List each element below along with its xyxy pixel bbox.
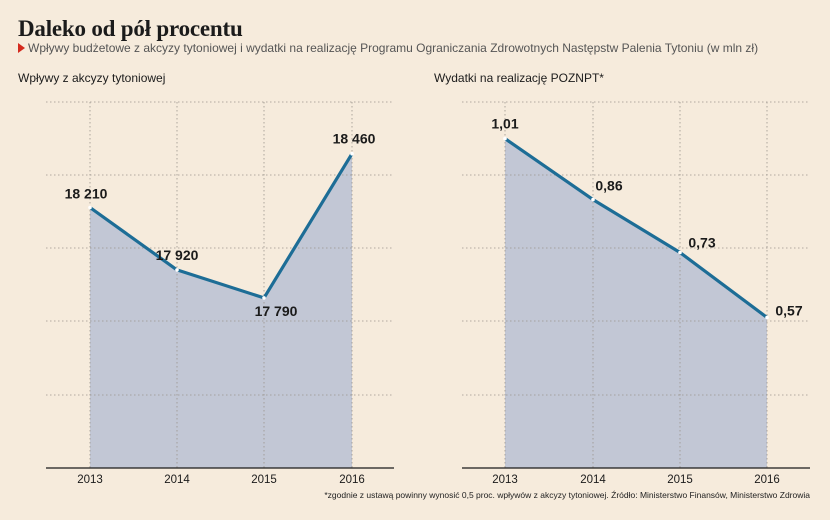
chart-title: Daleko od pół procentu bbox=[18, 16, 243, 41]
left-series-line bbox=[89, 152, 354, 300]
right-data-label: 0,57 bbox=[775, 303, 802, 319]
left-data-label: 17 790 bbox=[255, 303, 298, 319]
right-x-tick-label: 2014 bbox=[580, 474, 606, 486]
left-data-point bbox=[350, 151, 354, 156]
right-data-point bbox=[503, 136, 507, 141]
right-data-point bbox=[591, 197, 595, 202]
triangle-bullet-icon bbox=[18, 43, 25, 53]
left-data-point bbox=[175, 268, 179, 272]
right-data-point bbox=[765, 315, 769, 320]
footnote: *zgodnie z ustawą powinny wynosić 0,5 pr… bbox=[324, 490, 810, 500]
right-data-point bbox=[678, 250, 682, 255]
right-x-tick-label: 2013 bbox=[492, 474, 518, 486]
left-data-point bbox=[262, 296, 266, 300]
left-x-tick-label: 2016 bbox=[339, 474, 365, 486]
right-series-line bbox=[504, 137, 768, 319]
left-x-tick-label: 2014 bbox=[164, 474, 190, 486]
left-x-tick-label: 2015 bbox=[251, 474, 277, 486]
subtitle-text: Wpływy budżetowe z akcyzy tytoniowej i w… bbox=[28, 41, 759, 55]
left-chart: 18 210 2013 17 920 2014 17 790 2015 18 460 2016 bbox=[46, 101, 394, 486]
right-data-label: 0,86 bbox=[595, 178, 622, 194]
left-data-label: 17 920 bbox=[156, 247, 199, 263]
left-data-label: 18 210 bbox=[65, 186, 108, 202]
right-data-label: 1,01 bbox=[491, 116, 518, 132]
left-area-fill bbox=[90, 153, 352, 468]
left-data-point bbox=[88, 205, 92, 210]
right-area-fill bbox=[505, 138, 767, 468]
right-data-label: 0,73 bbox=[688, 235, 715, 251]
left-x-tick-label: 2013 bbox=[77, 474, 103, 486]
left-panel-title: Wpływy z akcyzy tytoniowej bbox=[18, 71, 166, 85]
left-data-label: 18 460 bbox=[333, 131, 376, 147]
right-panel-title: Wydatki na realizację POZNPT* bbox=[434, 71, 604, 85]
right-x-tick-label: 2016 bbox=[754, 474, 780, 486]
chart-subtitle: Wpływy budżetowe z akcyzy tytoniowej i w… bbox=[18, 41, 758, 55]
right-x-tick-label: 2015 bbox=[667, 474, 693, 486]
right-chart: 1,01 2013 0,86 2014 0,73 2015 0,57 2016 bbox=[462, 101, 810, 486]
